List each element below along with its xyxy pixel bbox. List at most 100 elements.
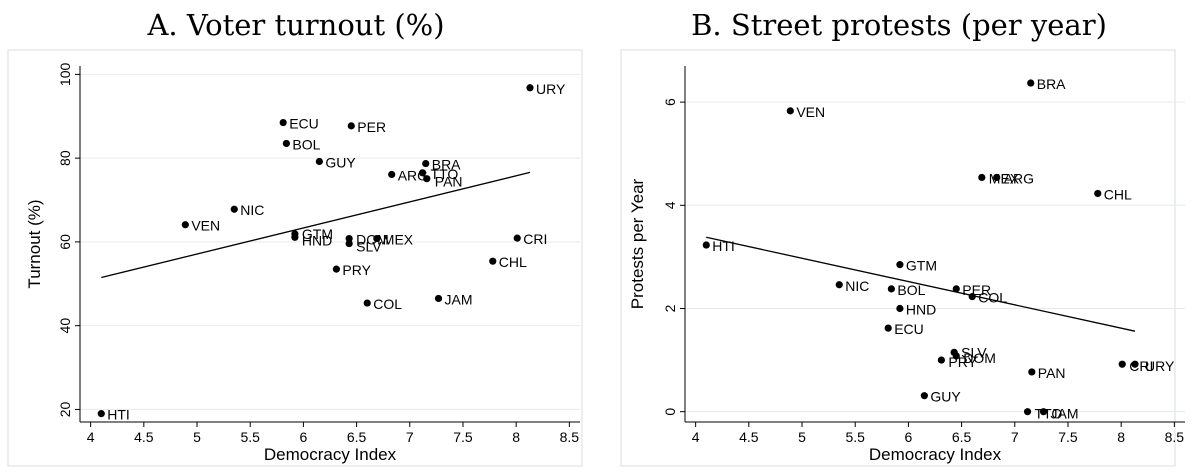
point-label: URY <box>536 81 566 97</box>
point-label: JAM <box>445 291 473 307</box>
point-label: PER <box>962 282 991 298</box>
x-tick-label: 4.5 <box>739 429 759 445</box>
x-tick-label: 6.5 <box>347 429 367 445</box>
data-point <box>968 293 976 301</box>
data-point <box>373 234 381 243</box>
data-point <box>230 205 238 213</box>
data-point <box>896 304 904 313</box>
point-label: HTI <box>107 407 130 423</box>
data-point <box>1118 360 1126 368</box>
data-point <box>423 175 431 183</box>
point-label: COL <box>373 296 402 312</box>
point-label: CHL <box>1104 186 1132 202</box>
point-label: PAN <box>1038 365 1066 381</box>
data-point <box>291 233 299 241</box>
point-label: CHL <box>499 254 527 270</box>
x-tick-label: 4 <box>87 429 95 445</box>
point-label: ECU <box>894 321 924 337</box>
x-tick-label: 5.5 <box>845 429 865 445</box>
point-label: HTI <box>712 238 735 254</box>
data-point <box>978 173 986 182</box>
chart-title: B. Street protests (per year) <box>691 8 1107 42</box>
data-point <box>345 239 353 248</box>
data-point <box>702 241 710 249</box>
y-tick-label: 100 <box>57 62 73 86</box>
x-tick-label: 7.5 <box>1058 429 1078 445</box>
y-axis-title: Protests per Year <box>628 178 647 309</box>
point-label: GTM <box>906 258 937 274</box>
scatter-plot-turnout: 4 4.5 5 5.5 6 6.5 7 7.5 8 8.5 20 40 60 80 100 Democracy… <box>7 49 583 467</box>
data-point <box>1039 408 1048 416</box>
data-point <box>1027 79 1035 87</box>
y-tick-label: 40 <box>57 318 73 334</box>
x-axis-title: Democracy Index <box>264 445 397 464</box>
point-label: DOM <box>356 232 389 248</box>
data-point <box>388 170 396 179</box>
x-tick-label: 4.5 <box>134 429 154 445</box>
point-label: PAN <box>435 174 463 190</box>
x-axis-title: Democracy Index <box>869 445 1002 464</box>
point-label: SLV <box>356 239 382 255</box>
x-tick-label: 6.5 <box>952 429 972 445</box>
chart-frame <box>7 49 583 467</box>
y-tick-label: 4 <box>662 201 678 209</box>
data-point <box>526 84 534 92</box>
data-point <box>993 173 1001 182</box>
data-point <box>97 410 105 418</box>
data-point <box>835 281 843 289</box>
point-label: PER <box>357 119 386 135</box>
x-tick-label: 4 <box>692 429 700 445</box>
chart-frame <box>620 49 1176 467</box>
point-label: GUY <box>930 389 961 405</box>
point-label: BOL <box>292 136 320 152</box>
data-point <box>937 356 945 364</box>
data-point <box>896 261 904 269</box>
data-point <box>434 294 443 303</box>
panel-voter-turnout: A. Voter turnout (%) 4 4.5 5 5.5 6 6.5 7 7.5 8 8.… <box>0 0 592 472</box>
data-point <box>952 352 960 360</box>
fit-line <box>706 236 1136 332</box>
y-tick-label: 60 <box>57 234 73 250</box>
x-tick-label: 8.5 <box>1165 429 1185 445</box>
point-label: BOL <box>897 282 925 298</box>
point-label: ARG <box>1004 170 1034 186</box>
point-label: SLV <box>961 344 987 360</box>
y-axis-title: Turnout (%) <box>25 199 44 288</box>
x-tick-label: 5.5 <box>240 429 260 445</box>
data-point <box>345 234 353 243</box>
data-point <box>884 324 892 332</box>
point-label: COL <box>978 290 1007 306</box>
point-label: ECU <box>289 116 319 132</box>
x-tick-label: 5 <box>798 429 806 445</box>
point-label: CRI <box>523 231 547 247</box>
point-label: HND <box>302 232 332 248</box>
point-label: VEN <box>796 104 825 120</box>
data-point <box>887 285 895 293</box>
data-point <box>363 299 371 307</box>
x-tick-label: 7.5 <box>453 429 473 445</box>
x-tick-label: 6 <box>300 429 308 445</box>
data-point <box>786 107 794 115</box>
point-label: HND <box>906 301 936 317</box>
x-tick-label: 5 <box>193 429 201 445</box>
data-point <box>418 169 427 177</box>
x-tick-label: 7 <box>406 429 414 445</box>
x-tick-label: 7 <box>1011 429 1019 445</box>
x-tick-label: 8 <box>512 429 520 445</box>
panel-street-protests: B. Street protests (per year) 4 4.5 5 5.5 6 6… <box>603 0 1195 472</box>
point-label: DOM <box>963 350 996 366</box>
point-label: NIC <box>845 278 869 294</box>
data-point <box>422 159 430 168</box>
data-point <box>347 122 355 130</box>
y-tick-label: 80 <box>57 150 73 166</box>
point-label: VEN <box>191 218 220 234</box>
data-point <box>1023 408 1032 416</box>
x-tick-label: 8 <box>1117 429 1125 445</box>
chart-title: A. Voter turnout (%) <box>147 8 445 42</box>
data-point <box>279 118 287 127</box>
point-label: PRY <box>342 262 371 278</box>
point-label: TTO <box>431 166 459 182</box>
point-label: BRA <box>432 157 461 173</box>
data-point <box>1131 360 1139 368</box>
x-tick-label: 8.5 <box>560 429 580 445</box>
